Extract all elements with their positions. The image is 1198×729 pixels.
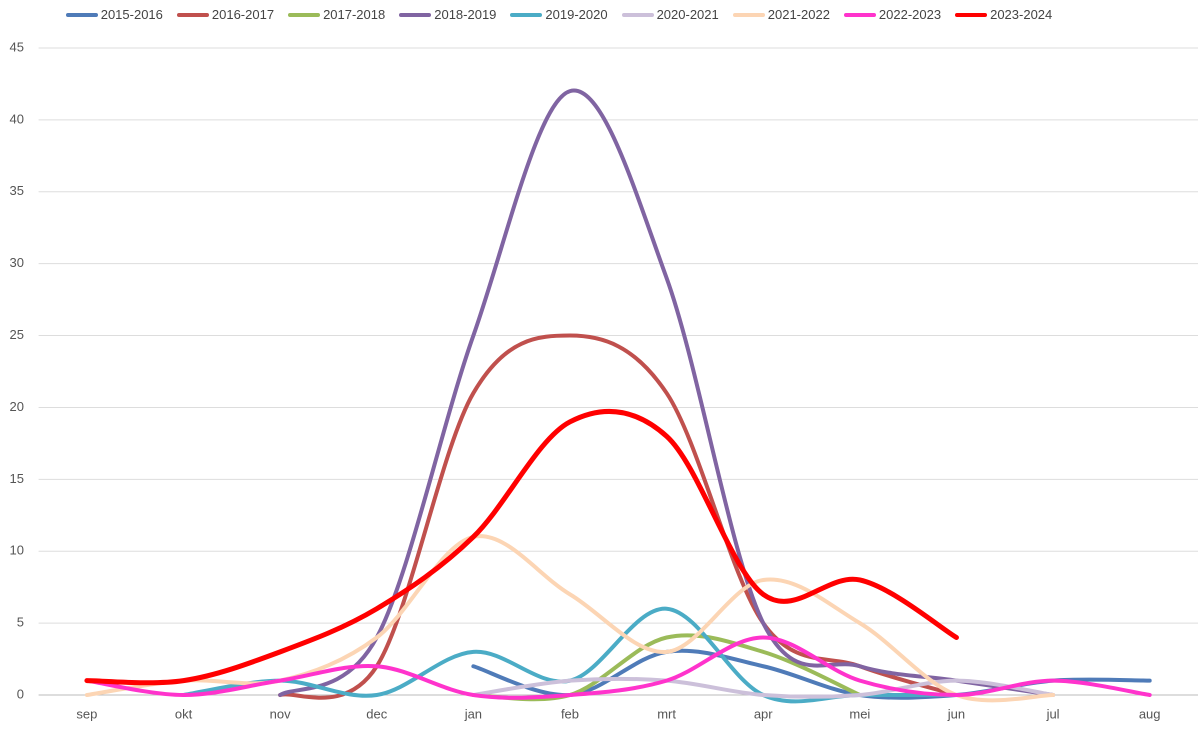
legend-item: 2017-2018: [288, 7, 385, 22]
legend-swatch: [288, 12, 321, 17]
legend-swatch: [176, 12, 209, 17]
legend-swatch: [510, 12, 543, 17]
legend: 2015-2016 2016-2017 2017-2018 2018-2019 2019…: [0, 7, 1198, 22]
series-line: [471, 633, 862, 702]
series-line: [84, 408, 959, 686]
y-tick-label: 20: [10, 399, 24, 414]
legend-swatch: [399, 12, 432, 17]
y-tick-label: 40: [10, 111, 24, 126]
series-line: [471, 676, 1056, 699]
x-tick-label: dec: [366, 706, 387, 721]
legend-label: 2017-2018: [323, 7, 386, 22]
legend-label: 2015-2016: [100, 7, 163, 22]
x-tick-label: nov: [270, 706, 291, 721]
legend-swatch: [732, 12, 765, 17]
series-line: [84, 635, 1152, 700]
y-tick-label: 10: [10, 543, 24, 558]
y-tick-label: 45: [10, 39, 24, 54]
y-tick-label: 25: [10, 327, 24, 342]
legend-item: 2018-2019: [399, 7, 496, 22]
legend-label: 2020-2021: [656, 7, 719, 22]
legend-item: 2016-2017: [176, 7, 275, 22]
x-tick-label: aug: [1139, 706, 1161, 721]
x-tick-label: feb: [561, 706, 579, 721]
y-tick-label: 35: [10, 183, 24, 198]
y-tick-label: 5: [17, 615, 24, 630]
series-line: [278, 333, 959, 700]
legend-item: 2021-2022: [732, 7, 830, 22]
legend-swatch: [955, 12, 988, 17]
legend-item: 2019-2020: [510, 7, 608, 22]
x-tick-label: apr: [754, 706, 773, 721]
x-tick-label: okt: [175, 706, 193, 721]
legend-swatch: [843, 12, 876, 17]
legend-label: 2022-2023: [878, 7, 942, 22]
legend-swatch: [621, 12, 654, 17]
legend-label: 2016-2017: [211, 7, 275, 22]
legend-label: 2019-2020: [545, 7, 608, 22]
legend-label: 2018-2019: [434, 7, 497, 22]
y-tick-label: 30: [10, 255, 24, 270]
x-tick-label: sep: [76, 706, 97, 721]
x-tick-label: mei: [849, 706, 870, 721]
x-tick-label: jun: [947, 706, 965, 721]
legend-item: 2023-2024: [955, 7, 1052, 22]
legend-item: 2020-2021: [621, 7, 719, 22]
legend-label: 2023-2024: [990, 7, 1053, 22]
series-line: [278, 88, 1056, 697]
y-tick-label: 15: [10, 471, 24, 486]
legend-item: 2015-2016: [65, 7, 163, 22]
x-tick-label: jul: [1046, 706, 1060, 721]
legend-item: 2022-2023: [843, 7, 942, 22]
legend-swatch: [65, 12, 98, 17]
x-tick-label: jan: [464, 706, 482, 721]
x-tick-label: mrt: [657, 706, 676, 721]
y-tick-label: 0: [17, 686, 24, 701]
legend-label: 2021-2022: [767, 7, 830, 22]
